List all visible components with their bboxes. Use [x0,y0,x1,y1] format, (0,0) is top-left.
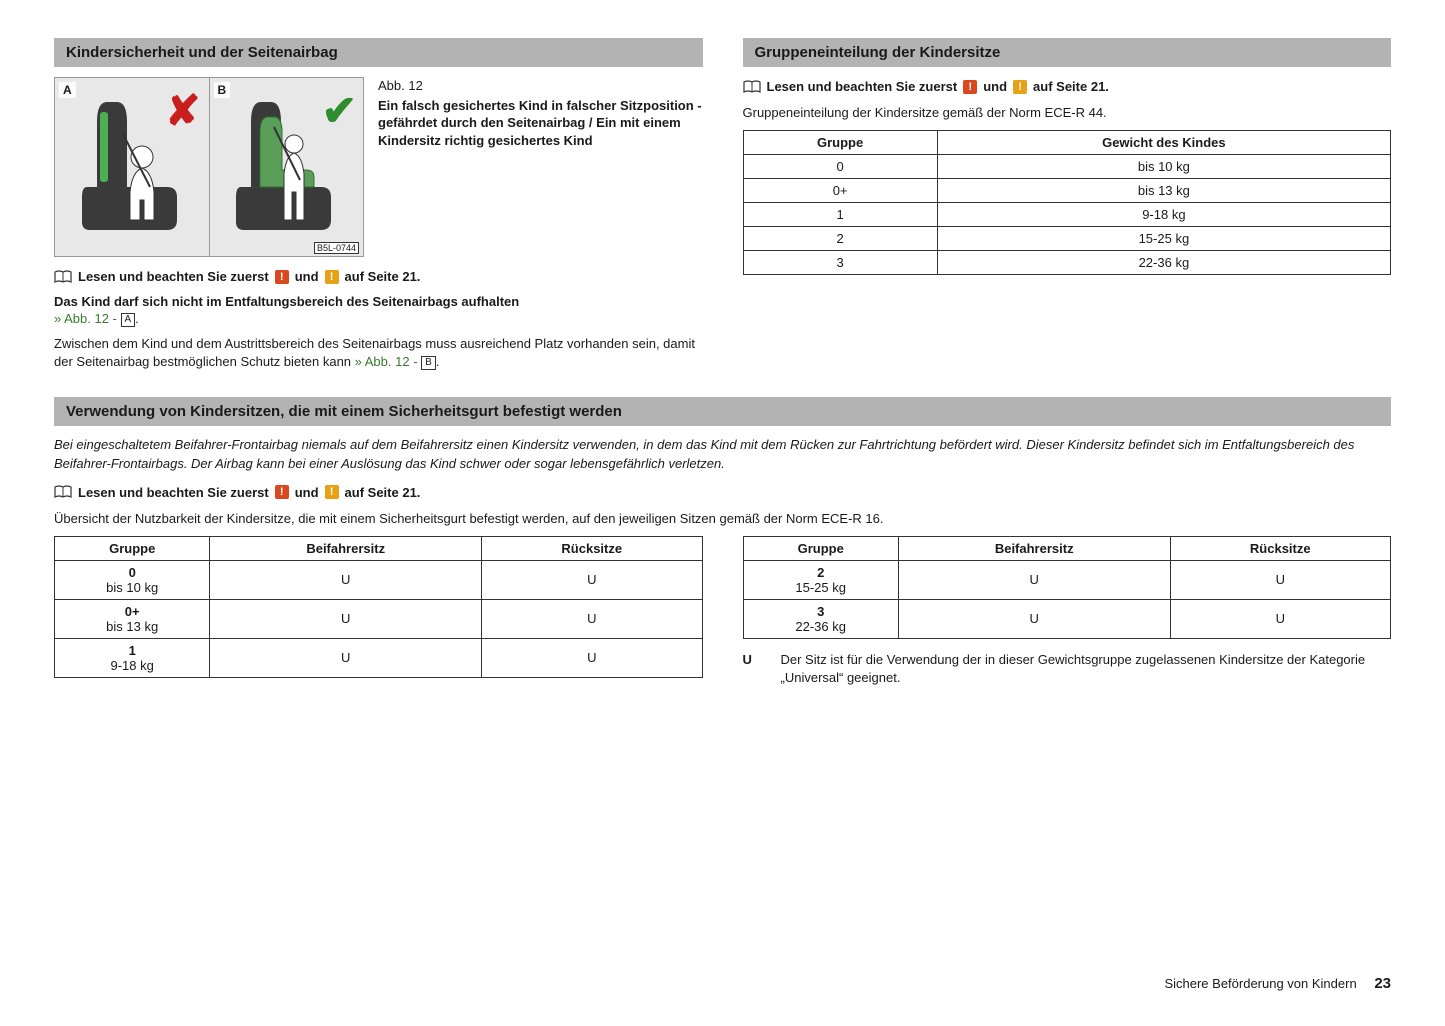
figure-panel-a: A ✘ [55,78,209,256]
warning-red-icon: ! [963,80,977,94]
figure-box: A ✘ B [54,77,364,257]
read-first-pre: Lesen und beachten Sie zuerst [78,269,269,284]
figure-id: B5L-0744 [314,242,359,254]
airbag-paragraph: Zwischen dem Kind und dem Austrittsberei… [54,335,703,371]
table-row: 322-36 kgUU [743,599,1391,638]
th-gruppe-r: Gruppe [743,536,898,560]
table-row: 215-25 kgUU [743,560,1391,599]
cell-gewicht: 22-36 kg [937,251,1390,275]
usability-table-left: Gruppe Beifahrersitz Rücksitze 0bis 10 k… [54,536,703,678]
figure-panel-b: B ✔ [209,78,364,256]
cell-gruppe: 3 [743,251,937,275]
cell-gruppe: 215-25 kg [743,560,898,599]
cell-gruppe: 322-36 kg [743,599,898,638]
th-beifahrer-r: Beifahrersitz [898,536,1170,560]
cell-gewicht: 9-18 kg [937,203,1390,227]
cell-gruppe: 2 [743,227,937,251]
warning-bold-text: Das Kind darf sich nicht im Entfaltungsb… [54,294,703,309]
figure-12: A ✘ B [54,77,703,257]
table-row: 215-25 kg [743,227,1391,251]
read-first-mid: und [983,79,1007,94]
warning-yellow-icon: ! [325,270,339,284]
ref-link-abb12b: » Abb. 12 - [355,354,422,369]
warning-yellow-icon: ! [325,485,339,499]
footer-title: Sichere Beförderung von Kindern [1164,976,1356,991]
legend-text: Der Sitz ist für die Verwendung der in d… [781,651,1392,687]
th-gruppe: Gruppe [743,131,937,155]
th-gruppe-l: Gruppe [55,536,210,560]
cell-beifahrer: U [898,560,1170,599]
th-gewicht: Gewicht des Kindes [937,131,1390,155]
cell-gewicht: bis 13 kg [937,179,1390,203]
warning-yellow-icon: ! [1013,80,1027,94]
cell-ruck: U [1170,599,1390,638]
cell-ruck: U [482,638,702,677]
table-row: 0+bis 13 kg [743,179,1391,203]
read-first-post: auf Seite 21. [345,269,421,284]
table-row: 19-18 kgUU [55,638,703,677]
book-icon [54,270,72,284]
read-first-note-1: Lesen und beachten Sie zuerst ! und ! au… [54,269,703,284]
seatbelt-warning-italic: Bei eingeschaltetem Beifahrer-Frontairba… [54,436,1391,472]
seatbelt-intro: Übersicht der Nutzbarkeit der Kindersitz… [54,510,1391,528]
figure-number: Abb. 12 [378,77,703,95]
cell-gruppe: 19-18 kg [55,638,210,677]
warning-red-icon: ! [275,270,289,284]
table-row: 0bis 10 kgUU [55,560,703,599]
page-number: 23 [1374,975,1391,992]
legend-u: U Der Sitz ist für die Verwendung der in… [743,651,1392,687]
section-title-airbag: Kindersicherheit und der Seitenairbag [54,38,703,67]
cell-beifahrer: U [210,638,482,677]
figure-caption: Abb. 12 Ein falsch gesichertes Kind in f… [378,77,703,257]
read-first-mid: und [295,485,319,500]
cell-beifahrer: U [210,560,482,599]
table-row: 322-36 kg [743,251,1391,275]
cell-gruppe: 0 [743,155,937,179]
read-first-pre: Lesen und beachten Sie zuerst [767,79,958,94]
cell-ruck: U [1170,560,1390,599]
panel-label-b: B [214,82,231,98]
cell-gruppe: 0+ [743,179,937,203]
read-first-note-3: Lesen und beachten Sie zuerst ! und ! au… [54,485,1391,500]
th-ruck-r: Rücksitze [1170,536,1390,560]
read-first-mid: und [295,269,319,284]
section-title-seatbelt: Verwendung von Kindersitzen, die mit ein… [54,397,1391,426]
read-first-post: auf Seite 21. [1033,79,1109,94]
usability-table-right: Gruppe Beifahrersitz Rücksitze 215-25 kg… [743,536,1392,639]
check-mark-icon: ✔ [322,86,357,135]
ref-key-a: A [121,313,136,327]
cell-beifahrer: U [210,599,482,638]
book-icon [54,485,72,499]
figure-description: Ein falsch gesichertes Kind in falscher … [378,98,702,148]
book-icon [743,80,761,94]
warning-red-icon: ! [275,485,289,499]
th-beifahrer-l: Beifahrersitz [210,536,482,560]
read-first-note-2: Lesen und beachten Sie zuerst ! und ! au… [743,79,1392,94]
cell-gruppe: 0+bis 13 kg [55,599,210,638]
section-title-groups: Gruppeneinteilung der Kindersitze [743,38,1392,67]
read-first-pre: Lesen und beachten Sie zuerst [78,485,269,500]
cell-gewicht: 15-25 kg [937,227,1390,251]
panel-label-a: A [59,82,76,98]
groups-intro: Gruppeneinteilung der Kindersitze gemäß … [743,104,1392,122]
groups-table: Gruppe Gewicht des Kindes 0bis 10 kg0+bi… [743,130,1392,275]
table-row: 19-18 kg [743,203,1391,227]
cell-gewicht: bis 10 kg [937,155,1390,179]
read-first-post: auf Seite 21. [345,485,421,500]
x-mark-icon: ✘ [165,86,200,135]
ref-line-1: » Abb. 12 - A. [54,311,703,327]
legend-key: U [743,651,763,687]
cell-beifahrer: U [898,599,1170,638]
cell-gruppe: 1 [743,203,937,227]
cell-ruck: U [482,560,702,599]
table-row: 0+bis 13 kgUU [55,599,703,638]
table-row: 0bis 10 kg [743,155,1391,179]
th-ruck-l: Rücksitze [482,536,702,560]
ref-link-abb12a: » Abb. 12 - [54,311,121,326]
ref-key-b: B [421,356,436,370]
cell-gruppe: 0bis 10 kg [55,560,210,599]
cell-ruck: U [482,599,702,638]
page-footer: Sichere Beförderung von Kindern 23 [1164,975,1391,992]
